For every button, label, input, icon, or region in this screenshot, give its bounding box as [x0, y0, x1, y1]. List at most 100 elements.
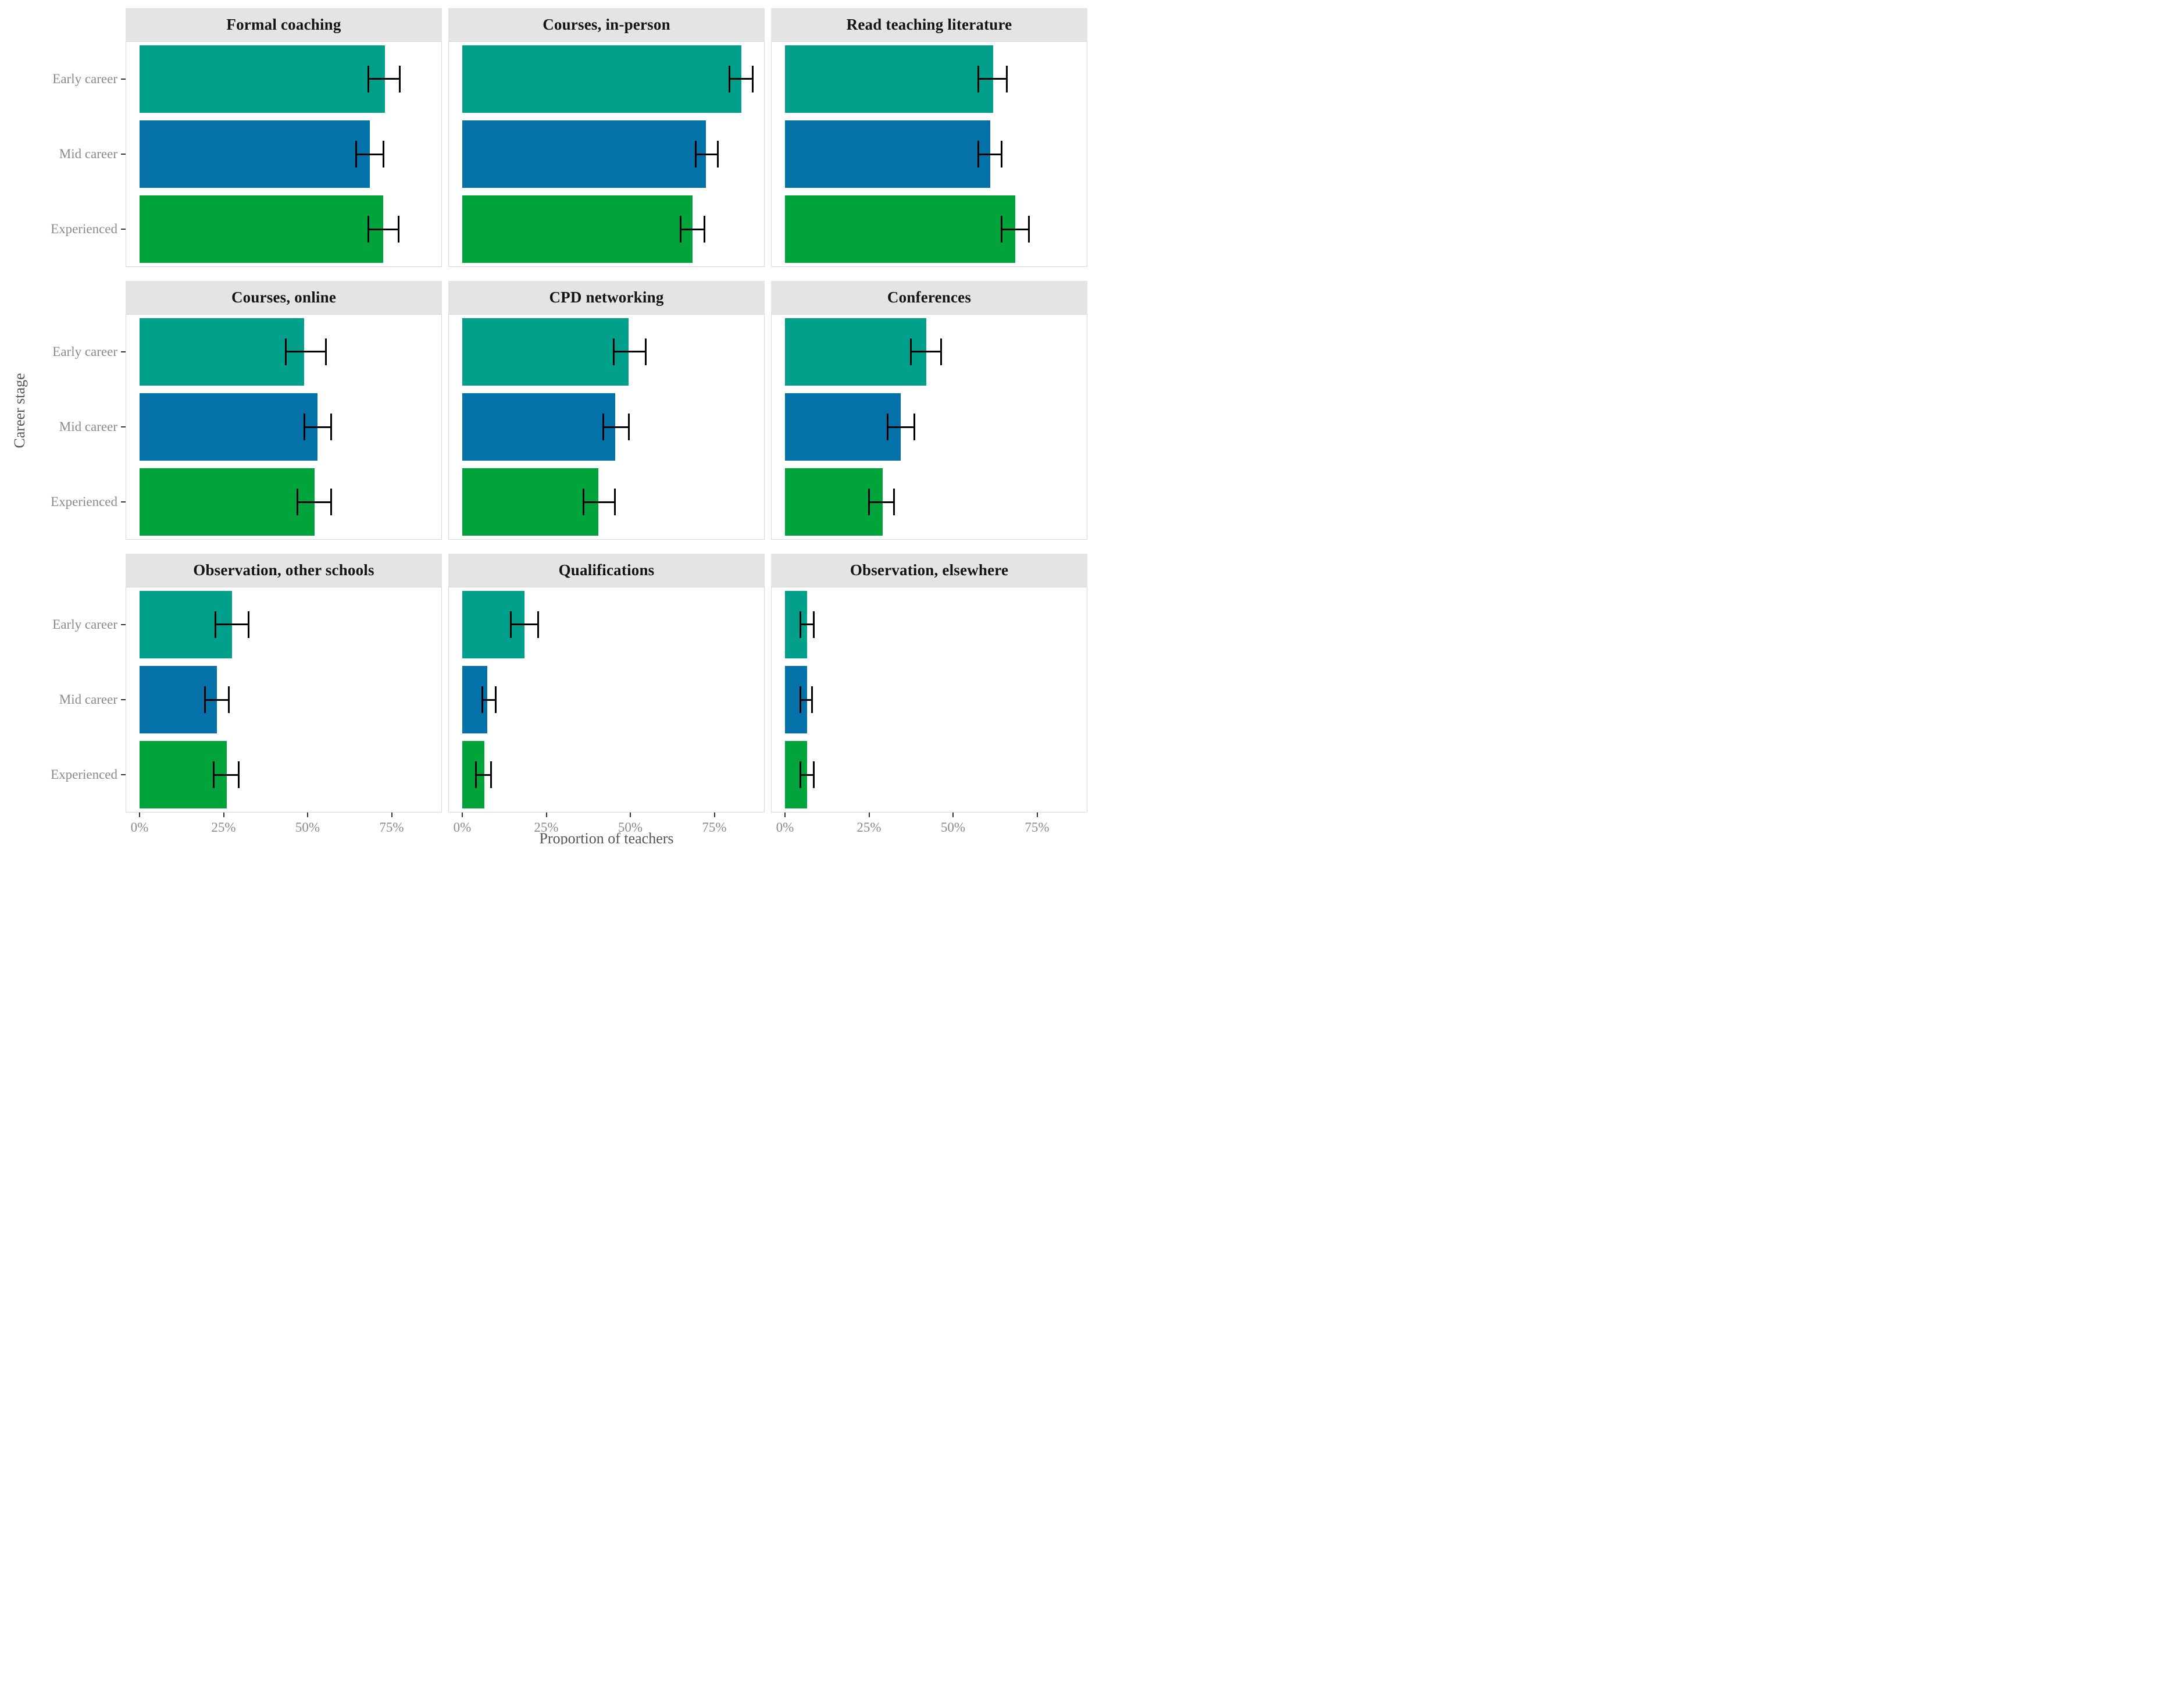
facet-strip: Observation, elsewhere: [771, 554, 1087, 587]
error-bar-line: [511, 623, 538, 626]
bar: [462, 120, 706, 188]
error-bar-cap: [204, 686, 206, 713]
x-axis-tick: [630, 813, 631, 817]
bar: [140, 741, 227, 809]
y-axis-tick: [121, 78, 126, 80]
facet-strip: CPD networking: [448, 281, 765, 314]
facet-strip: Conferences: [771, 281, 1087, 314]
x-axis-tick: [462, 813, 463, 817]
error-bar-cap: [238, 761, 240, 789]
error-bar-line: [978, 78, 1007, 80]
error-bar-cap: [1005, 65, 1008, 92]
error-bar-cap: [886, 414, 888, 440]
bar: [140, 195, 384, 263]
error-bar-line: [368, 78, 400, 80]
error-bar-cap: [627, 414, 630, 440]
error-bar-line: [476, 774, 491, 776]
error-bar-cap: [582, 489, 584, 516]
error-bar-cap: [367, 216, 369, 243]
error-bar-line: [800, 699, 812, 701]
error-bar-line: [286, 351, 326, 353]
error-bar-line: [800, 774, 814, 776]
y-axis-tick: [121, 154, 126, 155]
error-bar-cap: [214, 611, 216, 638]
error-bar-cap: [1027, 216, 1030, 243]
error-bar-line: [729, 78, 753, 80]
error-bar-line: [205, 699, 229, 701]
error-bar-cap: [382, 141, 384, 168]
error-bar-line: [887, 426, 915, 428]
y-axis-title: Career stage: [11, 373, 28, 448]
error-bar-cap: [910, 338, 912, 365]
error-bar-cap: [612, 338, 615, 365]
x-tick-label: 75%: [1025, 820, 1050, 835]
error-bar-cap: [330, 489, 332, 516]
bar: [785, 393, 901, 461]
x-axis-tick: [545, 813, 547, 817]
error-bar-cap: [303, 414, 305, 440]
error-bar-cap: [367, 65, 369, 92]
x-axis-tick: [713, 813, 715, 817]
y-axis-tick: [121, 699, 126, 700]
bar: [785, 45, 994, 113]
x-axis-tick: [139, 813, 140, 817]
x-tick-label: 0%: [130, 820, 149, 835]
y-axis-tick: [121, 229, 126, 230]
x-axis-tick: [223, 813, 224, 817]
facet-strip: Courses, online: [126, 281, 442, 314]
error-bar-line: [603, 426, 629, 428]
facet-strip: Observation, other schools: [126, 554, 442, 587]
error-bar-line: [583, 501, 615, 503]
error-bar-line: [911, 351, 941, 353]
error-bar-cap: [227, 686, 230, 713]
error-bar-line: [304, 426, 331, 428]
error-bar-cap: [495, 686, 497, 713]
facet-title: Qualifications: [558, 561, 655, 579]
error-bar-cap: [680, 216, 682, 243]
bar: [785, 468, 883, 536]
error-bar-cap: [752, 65, 754, 92]
error-bar-cap: [868, 489, 870, 516]
error-bar-cap: [729, 65, 730, 92]
x-tick-label: 25%: [534, 820, 559, 835]
y-axis-tick: [121, 426, 126, 427]
error-bar-line: [680, 228, 705, 230]
error-bar-cap: [325, 338, 327, 365]
error-bar-cap: [1001, 216, 1003, 243]
error-bar-cap: [355, 141, 358, 168]
x-tick-label: 25%: [211, 820, 236, 835]
x-tick-label: 0%: [776, 820, 794, 835]
error-bar-cap: [614, 489, 616, 516]
bar: [785, 195, 1015, 263]
error-bar-cap: [644, 338, 647, 365]
y-category-label: Experienced: [51, 767, 117, 782]
facet-title: Observation, other schools: [193, 561, 374, 579]
error-bar-cap: [913, 414, 916, 440]
error-bar-cap: [799, 686, 801, 713]
error-bar-cap: [893, 489, 895, 516]
error-bar-cap: [811, 686, 813, 713]
facet-strip: Courses, in-person: [448, 8, 765, 41]
x-axis-title: Proportion of teachers: [539, 830, 674, 844]
y-axis-tick: [121, 623, 126, 625]
error-bar-cap: [537, 611, 539, 638]
y-category-label: Mid career: [59, 692, 117, 707]
x-axis-tick: [952, 813, 954, 817]
error-bar-cap: [812, 761, 815, 789]
bar: [140, 468, 315, 536]
error-bar-cap: [703, 216, 705, 243]
bar: [140, 45, 385, 113]
error-bar-cap: [940, 338, 943, 365]
error-bar-cap: [510, 611, 512, 638]
bar: [785, 120, 990, 188]
x-tick-label: 50%: [618, 820, 643, 835]
error-bar-cap: [490, 761, 492, 789]
error-bar-line: [869, 501, 894, 503]
y-category-label: Early career: [52, 617, 117, 632]
bar: [462, 468, 599, 536]
y-category-label: Mid career: [59, 147, 117, 161]
y-category-label: Experienced: [51, 494, 117, 509]
error-bar-cap: [399, 65, 401, 92]
facet-strip: Formal coaching: [126, 8, 442, 41]
error-bar-line: [1001, 228, 1029, 230]
